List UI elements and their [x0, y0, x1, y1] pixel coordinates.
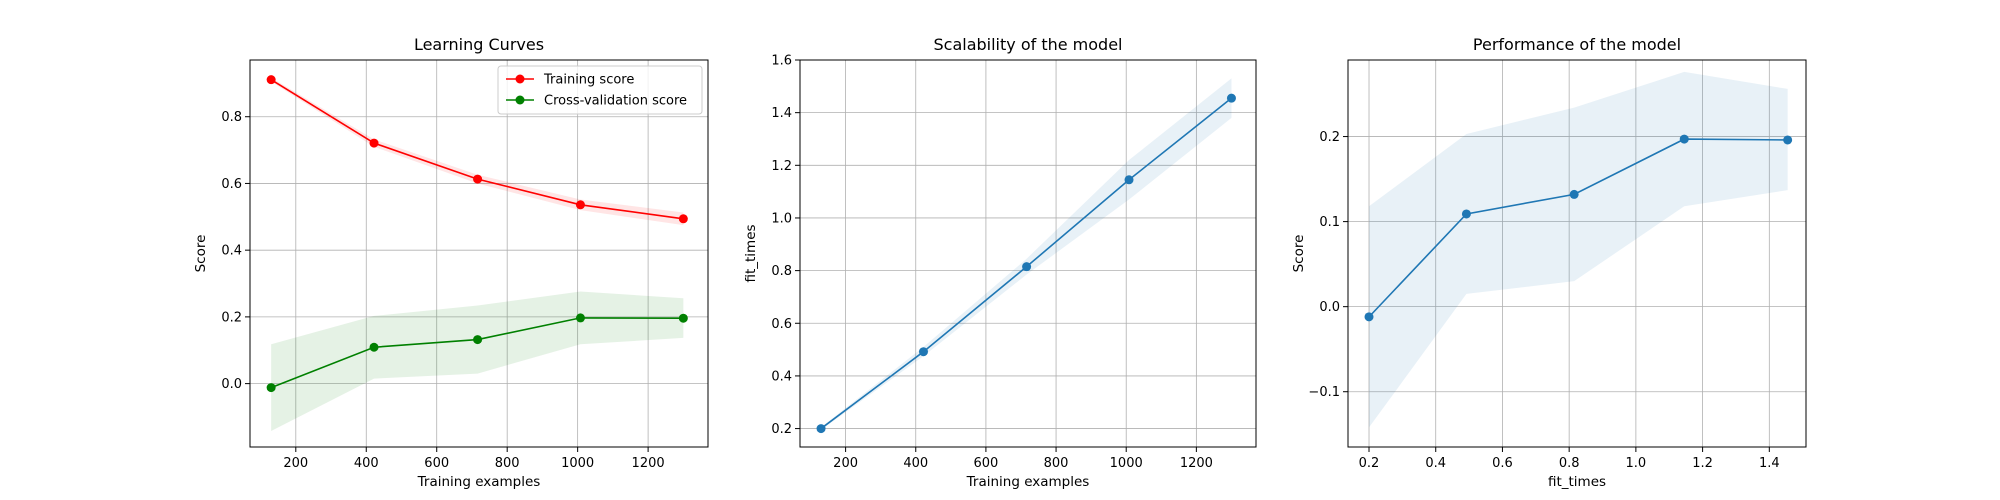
y-tick-label: 0.4: [221, 244, 242, 259]
y-axis-label: fit_times: [743, 224, 759, 282]
chart-title: Learning Curves: [414, 35, 544, 54]
data-point: [816, 424, 826, 434]
y-tick-label: 1.6: [771, 54, 792, 69]
y-tick-label: −0.1: [1308, 385, 1340, 400]
y-axis-label: Score: [193, 235, 209, 273]
data-point: [575, 200, 585, 210]
y-tick-label: 1.2: [771, 159, 792, 174]
data-point: [1679, 134, 1689, 144]
legend-label: Training score: [543, 73, 634, 88]
data-point: [1364, 312, 1374, 322]
data-point: [473, 335, 483, 345]
legend-box: [497, 65, 703, 115]
x-tick-label: 600: [973, 456, 998, 471]
x-tick-label: 1200: [632, 456, 665, 471]
x-axis-label: Training examples: [966, 474, 1090, 490]
data-point: [1022, 262, 1032, 272]
y-tick-label: 0.1: [1319, 215, 1340, 230]
y-tick-label: 0.2: [221, 310, 242, 325]
x-tick-label: 1.2: [1692, 456, 1713, 471]
x-tick-label: 0.6: [1492, 456, 1513, 471]
axes-frame: [1347, 59, 1807, 448]
x-tick-label: 1000: [561, 456, 594, 471]
data-point: [918, 347, 928, 357]
y-tick-label: 0.0: [1319, 300, 1340, 315]
confidence-band: [1369, 71, 1788, 428]
y-tick-label: 1.0: [771, 211, 792, 226]
legend-marker: [515, 74, 525, 84]
legend-label: Cross-validation score: [544, 94, 687, 109]
data-point: [1226, 93, 1236, 103]
data-point: [1124, 175, 1134, 185]
y-tick-label: 1.4: [771, 106, 792, 121]
x-tick-label: 1200: [1180, 456, 1213, 471]
y-tick-label: 0.8: [221, 110, 242, 125]
data-point: [678, 214, 688, 224]
x-axis-label: Training examples: [417, 474, 541, 490]
x-tick-label: 200: [833, 456, 858, 471]
data-point: [369, 342, 379, 352]
data-point: [1783, 135, 1793, 145]
data-point: [1461, 209, 1471, 219]
data-point: [266, 75, 276, 85]
x-tick-label: 400: [903, 456, 928, 471]
axes-frame: [799, 59, 1257, 448]
learning-curves-panel: Learning Curves Training examples Score …: [193, 35, 709, 490]
chart-title: Scalability of the model: [934, 35, 1123, 54]
x-tick-label: 0.8: [1559, 456, 1580, 471]
x-tick-label: 0.2: [1359, 456, 1380, 471]
data-point: [369, 138, 379, 148]
legend-marker: [515, 95, 525, 105]
x-tick-label: 800: [495, 456, 520, 471]
confidence-band: [271, 291, 684, 431]
x-tick-label: 200: [283, 456, 308, 471]
y-tick-label: 0.2: [1319, 130, 1340, 145]
x-tick-label: 1000: [1110, 456, 1143, 471]
x-axis-label: fit_times: [1548, 474, 1606, 490]
grid: [250, 60, 708, 447]
legend: Training score Cross-validation score: [497, 65, 703, 115]
x-tick-label: 800: [1044, 456, 1069, 471]
x-tick-label: 400: [354, 456, 379, 471]
performance-panel: Performance of the model fit_times Score…: [1291, 35, 1807, 490]
chart-title: Performance of the model: [1473, 35, 1681, 54]
x-tick-label: 1.0: [1626, 456, 1647, 471]
grid: [1348, 60, 1806, 447]
data-point: [678, 313, 688, 323]
data-point: [1569, 189, 1579, 199]
data-point: [473, 174, 483, 184]
x-tick-label: 0.4: [1425, 456, 1446, 471]
x-tick-label: 1.4: [1759, 456, 1780, 471]
y-tick-label: 0.0: [221, 377, 242, 392]
x-tick-label: 600: [424, 456, 449, 471]
y-axis-label: Score: [1291, 235, 1307, 273]
y-tick-label: 0.8: [771, 264, 792, 279]
confidence-band: [271, 77, 684, 226]
y-tick-label: 0.4: [771, 369, 792, 384]
data-point: [266, 383, 276, 393]
y-tick-label: 0.6: [221, 177, 242, 192]
confidence-band: [821, 78, 1232, 430]
y-tick-label: 0.6: [771, 317, 792, 332]
scalability-panel: Scalability of the model Training exampl…: [743, 35, 1257, 490]
axes-frame: [249, 59, 709, 448]
data-point: [575, 313, 585, 323]
y-tick-label: 0.2: [771, 422, 792, 437]
